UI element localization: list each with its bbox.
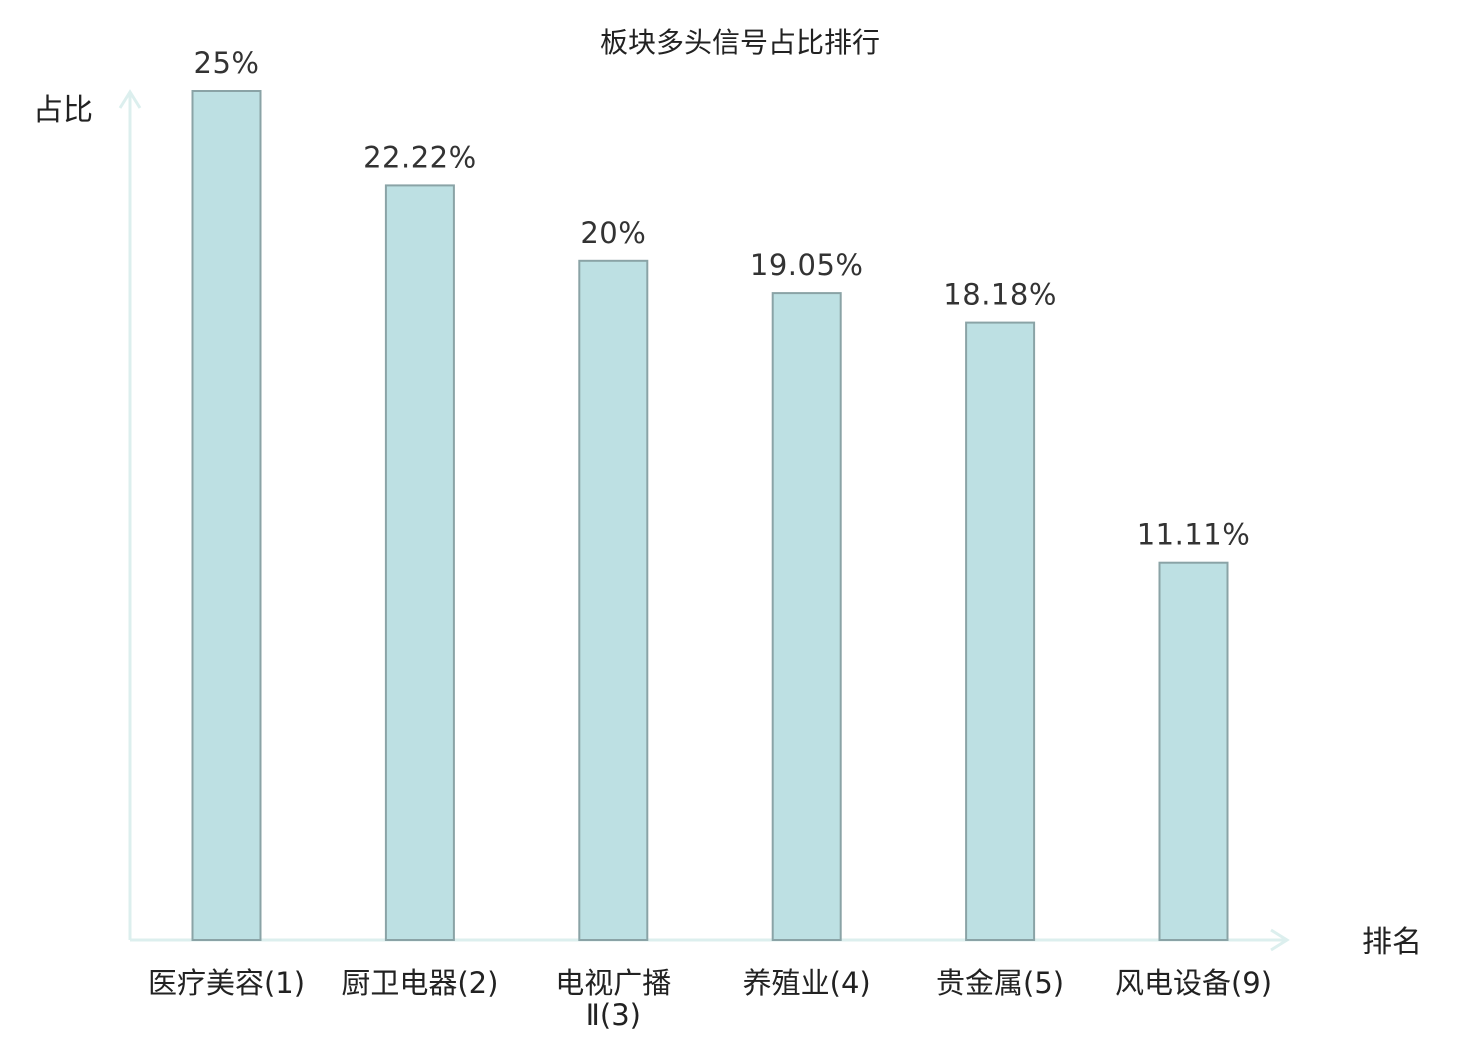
bar: [578, 259, 649, 941]
value-label: 20%: [580, 216, 646, 250]
bar: [965, 321, 1036, 942]
value-labels: 25% 22.22% 20% 19.05% 18.18% 11.11%: [194, 46, 1251, 552]
chart-title: 板块多头信号占比排行: [600, 26, 880, 59]
bar: [771, 292, 842, 942]
category-label: 电视广播: [555, 966, 671, 1000]
axes: [118, 89, 1290, 952]
bars: [191, 90, 1229, 942]
y-axis-arrow: [118, 89, 142, 109]
x-axis-title: 排名: [1362, 925, 1422, 960]
value-label: 22.22%: [363, 140, 477, 174]
bar: [191, 90, 262, 941]
value-label: 18.18%: [943, 278, 1057, 312]
category-label: 养殖业(4): [743, 966, 871, 1000]
category-label: 风电设备(9): [1115, 966, 1272, 1000]
value-label: 19.05%: [750, 248, 864, 282]
value-label: 25%: [194, 46, 260, 80]
category-label: 贵金属(5): [936, 966, 1064, 1000]
value-label: 11.11%: [1137, 518, 1251, 552]
x-axis-arrow: [1270, 928, 1290, 952]
bar: [1158, 561, 1229, 941]
category-label: 厨卫电器(2): [341, 966, 498, 1000]
category-label: Ⅱ(3): [586, 998, 641, 1032]
category-label: 医疗美容(1): [148, 966, 305, 1000]
y-axis-title: 占比: [33, 93, 93, 128]
bar: [384, 184, 455, 941]
